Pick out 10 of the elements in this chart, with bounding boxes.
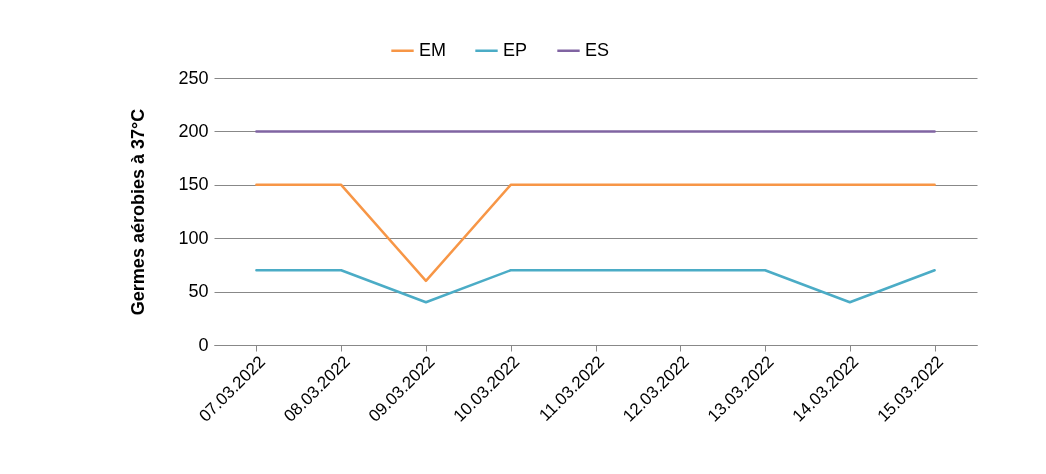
- y-axis-title: Germes aérobies à 37°C: [128, 108, 149, 316]
- y-tick-label: 0: [198, 334, 209, 355]
- y-tick-label: 50: [188, 281, 209, 302]
- legend-label: EP: [503, 39, 528, 60]
- legend-label: EM: [419, 39, 446, 60]
- legend-label: ES: [585, 39, 610, 60]
- y-tick-label: 100: [178, 227, 209, 248]
- y-tick-label: 200: [178, 120, 209, 141]
- y-tick-label: 150: [178, 174, 209, 195]
- y-tick-label: 250: [178, 67, 209, 88]
